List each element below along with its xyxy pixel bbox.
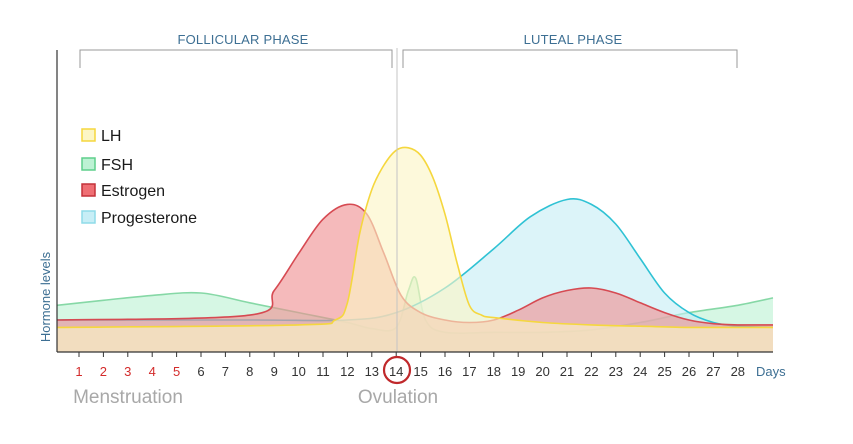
legend-swatch-fsh	[81, 157, 96, 171]
legend-swatch-estrogen	[81, 183, 96, 197]
x-tick-label: 6	[197, 364, 204, 379]
x-tick-label: 5	[173, 364, 180, 379]
x-tick-label: 16	[438, 364, 452, 379]
legend-label-estrogen: Estrogen	[101, 183, 165, 200]
x-tick-label: 12	[340, 364, 354, 379]
x-tick-label: 11	[316, 364, 330, 379]
y-axis-label: Hormone levels	[38, 251, 53, 342]
x-tick-label: 26	[682, 364, 696, 379]
legend-swatch-progesterone	[81, 210, 96, 224]
x-tick-label: 13	[365, 364, 379, 379]
x-tick-label: 17	[462, 364, 476, 379]
phase-bracket-luteal	[402, 49, 738, 68]
phase-label-luteal: LUTEAL PHASE	[524, 32, 623, 47]
x-tick-label: 15	[413, 364, 427, 379]
series-area-lh	[57, 147, 773, 352]
x-tick-label: 22	[584, 364, 598, 379]
x-tick-label: 8	[246, 364, 253, 379]
x-tick-label: 4	[149, 364, 156, 379]
phase-bracket-follicular	[79, 49, 393, 68]
series-line-lh	[56, 146, 773, 329]
x-tick-label: 7	[222, 364, 229, 379]
x-tick-label: 3	[124, 364, 131, 379]
x-tick-layer: 1 2 3 4 5 6 7 8 9 10 11 12 13 14 15 16 17 18 19 20 21 22 23 24 2…	[75, 352, 745, 379]
x-tick-label: 25	[657, 364, 671, 379]
x-tick-label: 2	[100, 364, 107, 379]
x-tick-label: 14	[389, 364, 403, 379]
phase-label-follicular: FOLLICULAR PHASE	[177, 32, 308, 47]
legend: LH FSH Estrogen Progesterone	[81, 128, 197, 227]
series-layer	[56, 146, 774, 352]
x-tick-label: 23	[609, 364, 623, 379]
legend-swatch-lh	[81, 128, 96, 142]
ovulation-day-circle	[382, 355, 412, 385]
series-area-estrogen	[57, 204, 773, 352]
menstruation-annotation: Menstruation	[73, 387, 183, 408]
legend-label-lh: LH	[101, 128, 121, 145]
x-tick-label: 27	[706, 364, 720, 379]
legend-label-progesterone: Progesterone	[101, 210, 197, 227]
x-tick-label: 20	[535, 364, 549, 379]
x-tick-label: 9	[271, 364, 278, 379]
x-tick-label: 19	[511, 364, 525, 379]
x-tick-label: 24	[633, 364, 647, 379]
x-tick-label: 21	[560, 364, 574, 379]
x-tick-label: 10	[291, 364, 305, 379]
legend-label-fsh: FSH	[101, 157, 133, 174]
x-tick-label: 18	[487, 364, 501, 379]
x-axis-unit-label: Days	[756, 364, 786, 379]
x-tick-label: 1	[75, 364, 82, 379]
ovulation-annotation: Ovulation	[358, 387, 438, 408]
x-tick-label: 28	[731, 364, 745, 379]
